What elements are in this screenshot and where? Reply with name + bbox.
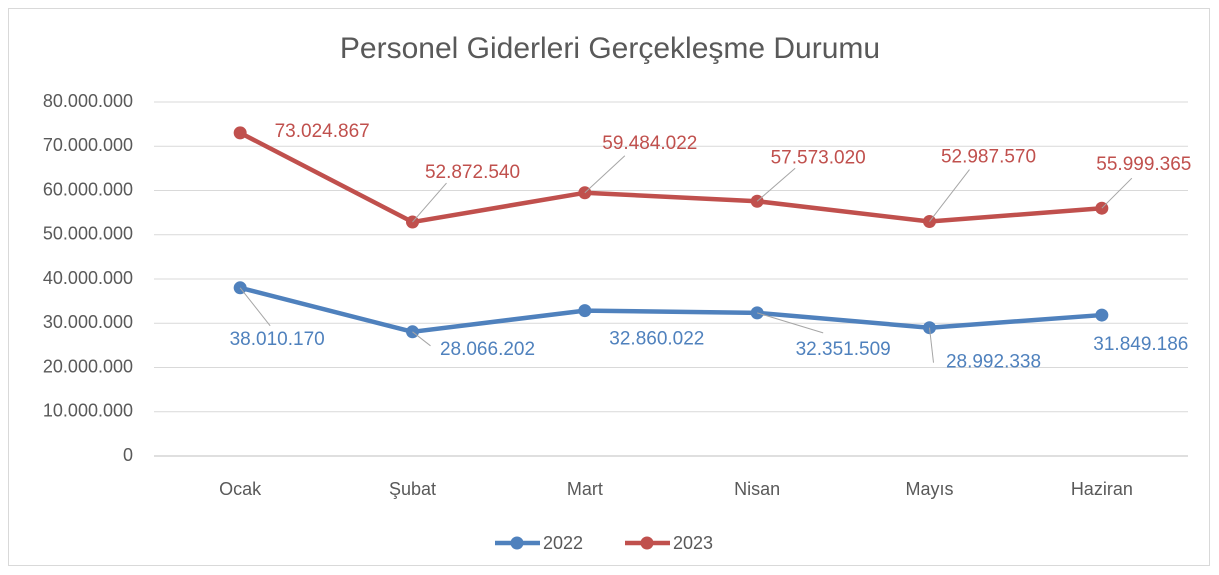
y-tick-label: 60.000.000 xyxy=(43,179,133,199)
data-label: 31.849.186 xyxy=(1093,334,1188,355)
data-label: 52.987.570 xyxy=(941,147,1036,168)
y-tick-label: 20.000.000 xyxy=(43,356,133,376)
leader-line xyxy=(412,182,447,223)
point xyxy=(233,126,247,140)
data-label: 55.999.365 xyxy=(1096,154,1191,175)
data-label: 32.860.022 xyxy=(609,329,704,350)
leader-line xyxy=(756,167,796,202)
data-label: 28.066.202 xyxy=(440,339,535,360)
point xyxy=(1095,308,1109,322)
x-tick-label: Mart xyxy=(567,479,603,499)
y-tick-label: 10.000.000 xyxy=(43,401,133,421)
leader-line xyxy=(239,287,271,327)
x-tick-label: Haziran xyxy=(1071,479,1133,499)
x-tick-label: Mayıs xyxy=(905,479,953,499)
leader-line xyxy=(929,327,934,363)
y-tick-label: 30.000.000 xyxy=(43,312,133,332)
y-tick-label: 70.000.000 xyxy=(43,135,133,155)
data-label: 38.010.170 xyxy=(230,329,325,350)
series-line xyxy=(239,285,1102,335)
chart-title: Personel Giderleri Gerçekleşme Durumu xyxy=(340,32,880,65)
leader-line xyxy=(584,155,626,194)
x-tick-label: Şubat xyxy=(389,479,436,499)
series-line xyxy=(239,130,1103,225)
data-label: 57.573.020 xyxy=(771,147,866,168)
data-label: 32.351.509 xyxy=(796,339,891,360)
legend-label: 2022 xyxy=(543,533,583,553)
data-label: 73.024.867 xyxy=(275,121,370,142)
leader-line xyxy=(1101,177,1133,209)
y-tick-label: 80.000.000 xyxy=(43,91,133,111)
leader-line xyxy=(412,331,431,347)
x-tick-label: Nisan xyxy=(734,479,780,499)
legend-label: 2023 xyxy=(673,533,713,553)
leader-line xyxy=(757,312,824,334)
legend-marker xyxy=(510,536,524,550)
data-label: 52.872.540 xyxy=(425,162,520,183)
data-label: 28.992.338 xyxy=(946,352,1041,373)
data-label: 59.484.022 xyxy=(602,133,697,154)
chart-frame xyxy=(8,8,1210,566)
y-tick-label: 0 xyxy=(123,445,133,465)
y-tick-label: 40.000.000 xyxy=(43,268,133,288)
y-tick-label: 50.000.000 xyxy=(43,224,133,244)
point xyxy=(578,304,592,318)
x-tick-label: Ocak xyxy=(219,479,262,499)
legend-marker xyxy=(640,536,654,550)
leader-line xyxy=(929,169,970,222)
